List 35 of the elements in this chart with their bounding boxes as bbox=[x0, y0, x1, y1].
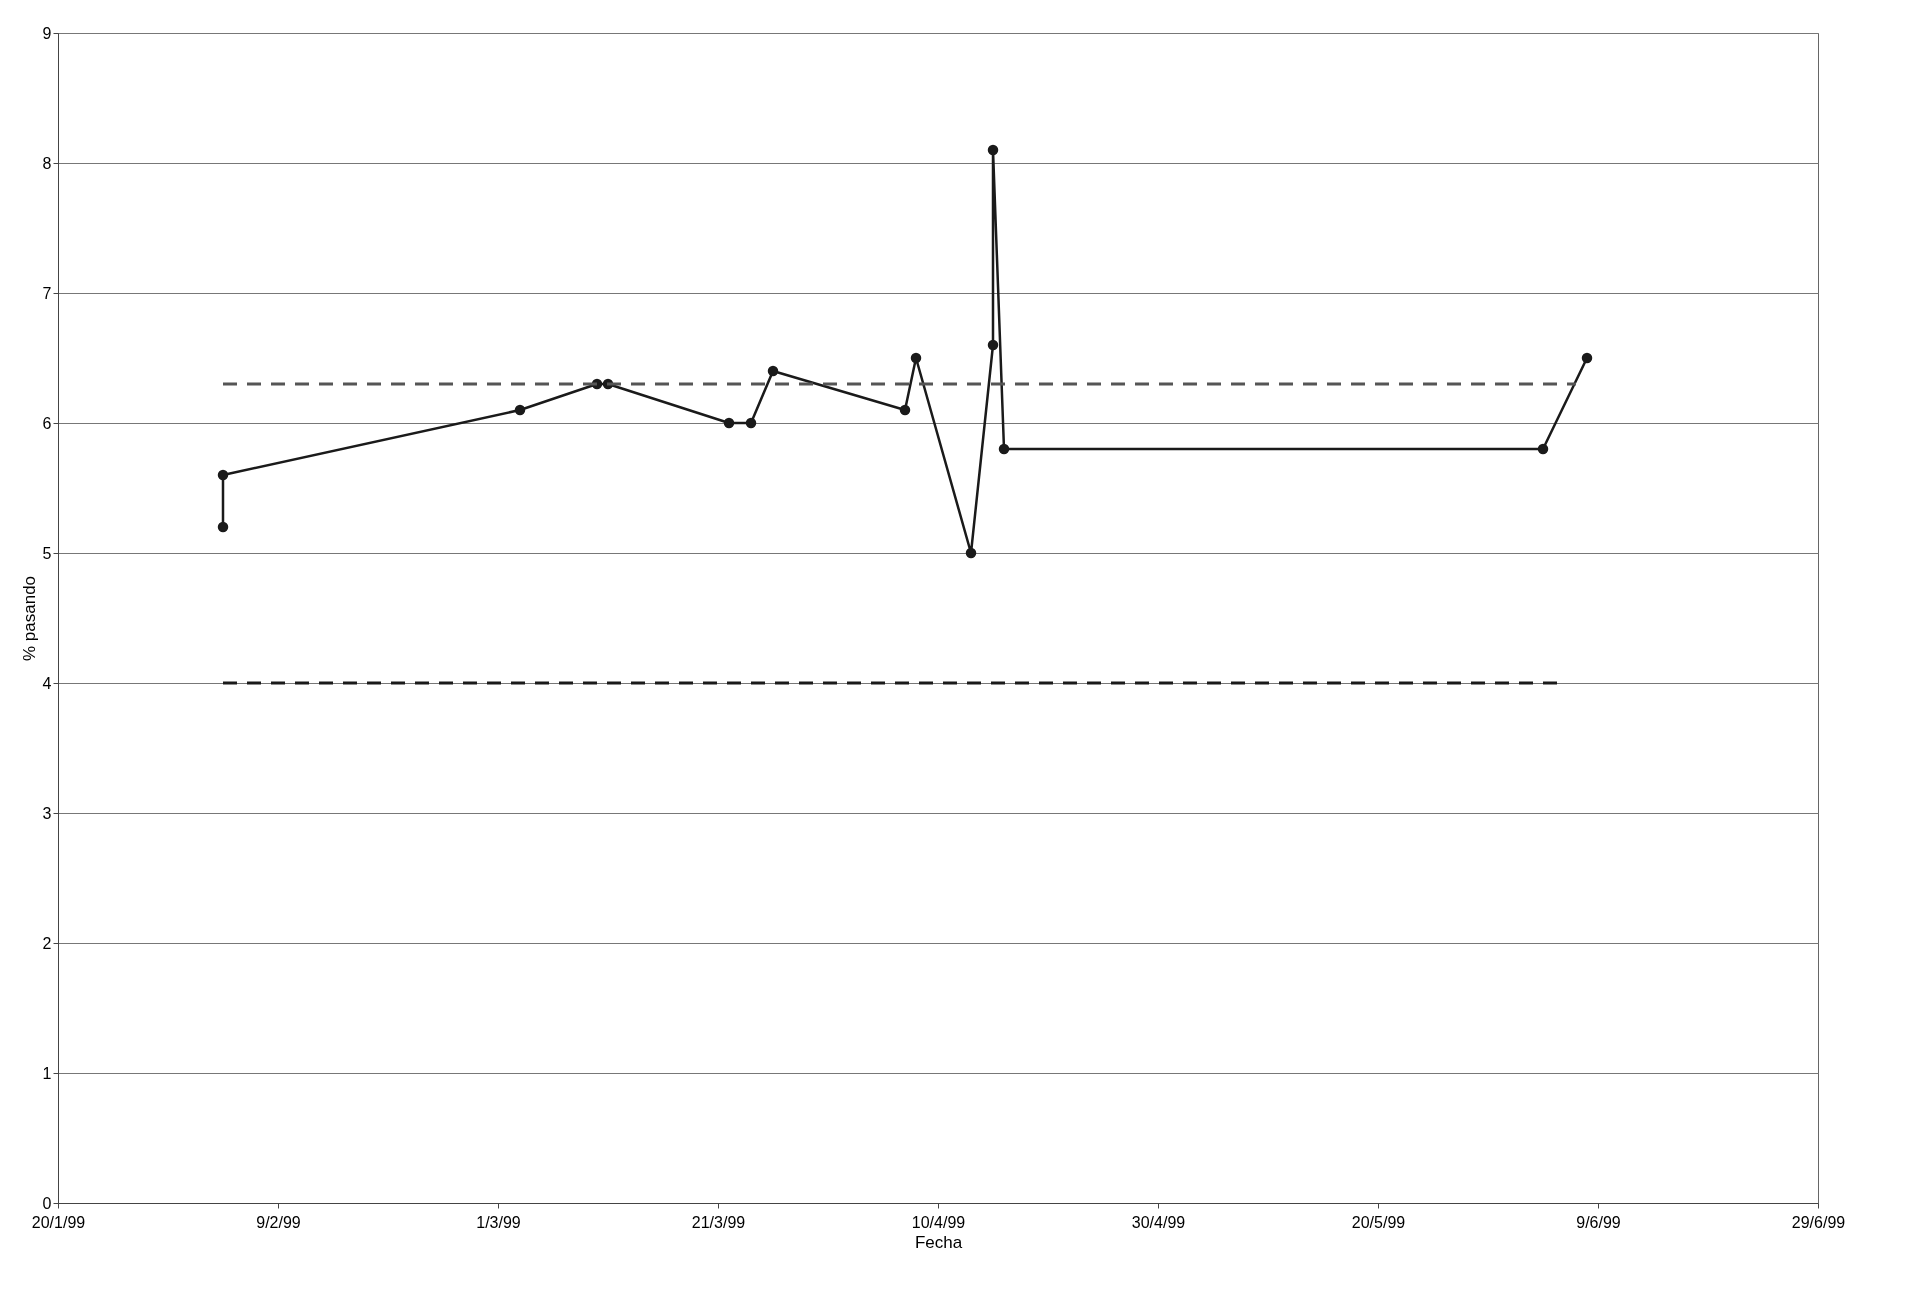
point bbox=[910, 352, 922, 364]
x-tick-label: 30/4/99 bbox=[1131, 1213, 1186, 1231]
x-tick-label: 29/6/99 bbox=[1791, 1213, 1846, 1231]
y-tick-label: 6 bbox=[42, 414, 52, 432]
point bbox=[723, 417, 735, 429]
point bbox=[899, 404, 911, 416]
x-tick-label: 10/4/99 bbox=[911, 1213, 966, 1231]
y-tick-label: 4 bbox=[42, 674, 52, 692]
x-axis-title: Fecha bbox=[914, 1232, 963, 1252]
y-tick-label: 7 bbox=[42, 284, 52, 302]
y-tick-label: 5 bbox=[42, 544, 52, 562]
point bbox=[987, 144, 999, 156]
point bbox=[767, 365, 779, 377]
point bbox=[965, 547, 977, 559]
point bbox=[217, 469, 229, 481]
point bbox=[1537, 443, 1549, 455]
y-tick-label: 9 bbox=[42, 24, 52, 42]
point bbox=[987, 339, 999, 351]
x-tick-label: 20/5/99 bbox=[1351, 1213, 1406, 1231]
point bbox=[998, 443, 1010, 455]
y-tick-label: 0 bbox=[42, 1194, 52, 1212]
y-tick-label: 3 bbox=[42, 804, 52, 822]
point bbox=[514, 404, 526, 416]
point bbox=[217, 521, 229, 533]
point bbox=[1581, 352, 1593, 364]
x-tick-label: 9/2/99 bbox=[256, 1213, 301, 1231]
x-tick-label: 21/3/99 bbox=[691, 1213, 746, 1231]
x-tick-label: 20/1/99 bbox=[31, 1213, 86, 1231]
x-tick-label: 9/6/99 bbox=[1576, 1213, 1621, 1231]
y-tick-label: 8 bbox=[42, 154, 52, 172]
x-tick-label: 1/3/99 bbox=[476, 1213, 521, 1231]
y-tick-label: 1 bbox=[42, 1064, 52, 1082]
point bbox=[745, 417, 757, 429]
y-tick-label: 2 bbox=[42, 934, 52, 952]
y-axis-title: % pasando bbox=[19, 575, 39, 662]
